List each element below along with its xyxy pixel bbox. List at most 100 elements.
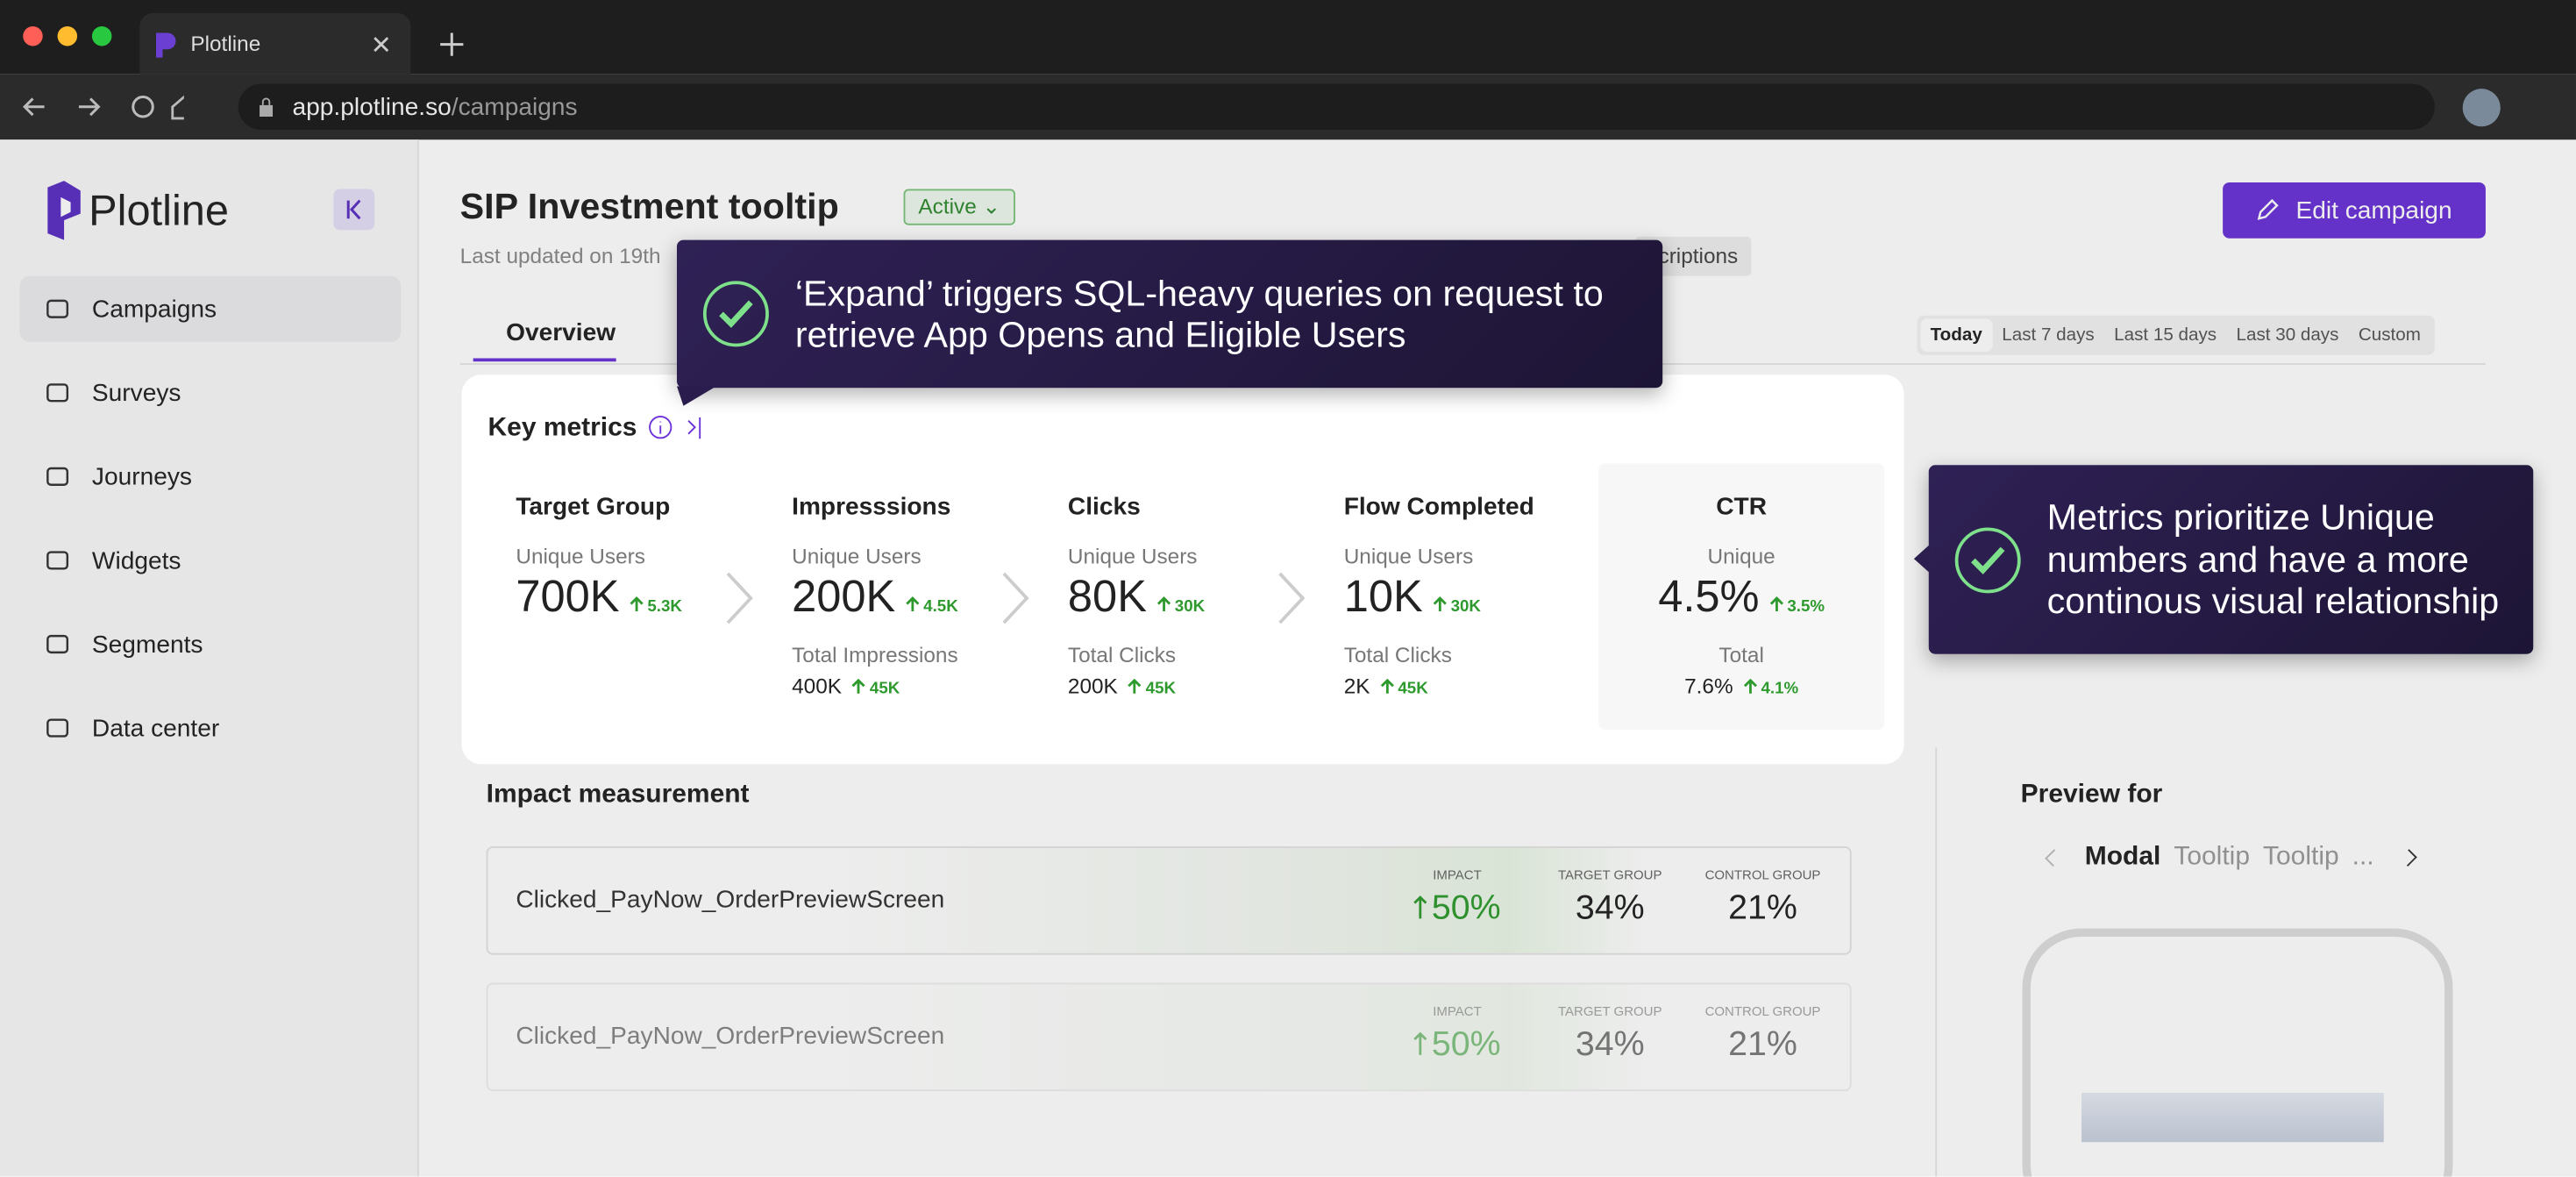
impact-number: 21% bbox=[1728, 888, 1797, 927]
metric: Target Group Unique Users 700K 5.3K bbox=[516, 493, 762, 623]
url-bar[interactable]: app.plotline.so/campaigns bbox=[238, 83, 2435, 131]
nav-item[interactable]: Campaigns bbox=[19, 275, 402, 342]
date-option[interactable]: Last 7 days bbox=[2002, 325, 2095, 346]
status-badge[interactable]: Active ⌄ bbox=[903, 189, 1015, 225]
metric-secondary: 400K 45K bbox=[792, 672, 1038, 702]
up-arrow bbox=[1769, 596, 1783, 612]
metric-primary: 4.5% 3.5% bbox=[1598, 572, 1884, 623]
metric: Clicks Unique Users 80K 30K Total Clicks 200K… bbox=[1068, 493, 1314, 702]
preview-tab[interactable]: Modal bbox=[2084, 843, 2161, 872]
pointer bbox=[676, 386, 716, 406]
nav-item[interactable]: Surveys bbox=[19, 360, 401, 425]
min-dot[interactable] bbox=[57, 25, 78, 46]
date-option[interactable]: Today bbox=[1920, 318, 1993, 352]
up-arrow bbox=[1414, 895, 1428, 919]
metric-icons[interactable] bbox=[647, 414, 703, 444]
delta-value: 45K bbox=[1145, 680, 1177, 699]
metric-value: 2K bbox=[1343, 674, 1370, 699]
metric-delta: 4.5K bbox=[906, 596, 958, 617]
date-option[interactable]: Last 15 days bbox=[2114, 325, 2217, 346]
nav-label: Segments bbox=[91, 630, 203, 659]
metric-value: 7.6% bbox=[1684, 674, 1733, 699]
brand: Plotline bbox=[89, 185, 229, 235]
phone-frame bbox=[2022, 928, 2453, 1177]
tab[interactable]: Plotline bbox=[139, 12, 411, 75]
metric-secondary: 2K 45K bbox=[1344, 672, 1590, 702]
metric-primary: 10K 30K bbox=[1344, 572, 1590, 623]
metric-primary: 700K 5.3K bbox=[516, 572, 762, 623]
impact-col: IMPACT 50% bbox=[1391, 1004, 1523, 1065]
impact-value: 50% bbox=[1391, 889, 1523, 929]
metric-value: 80K bbox=[1067, 572, 1147, 622]
metric-value: 4.5% bbox=[1658, 572, 1760, 622]
metric-name: Clicks bbox=[1067, 493, 1141, 521]
sidebar: Plotline Campaigns Surveys Journeys Widgets… bbox=[0, 139, 419, 1177]
metric-primary: 80K 30K bbox=[1068, 572, 1314, 623]
impact-row: Clicked_PayNow_OrderPreviewScreen IMPACT 5… bbox=[486, 845, 1852, 955]
check-icon bbox=[1954, 526, 2021, 593]
delta-value: 4.5K bbox=[923, 598, 958, 617]
impact-number: 34% bbox=[1575, 1025, 1645, 1064]
metric-label: Unique Users bbox=[516, 544, 645, 569]
up-arrow bbox=[852, 678, 866, 694]
nav-buttons[interactable] bbox=[19, 94, 184, 120]
close-dot[interactable] bbox=[23, 25, 43, 46]
preview-tab[interactable]: Tooltip bbox=[2174, 843, 2251, 872]
key-metrics-title: Key metrics bbox=[487, 414, 637, 443]
nav-label: Widgets bbox=[91, 546, 181, 574]
nav-item[interactable]: Segments bbox=[19, 611, 401, 677]
metric-secondary: 200K 45K bbox=[1068, 672, 1314, 702]
metric: Impresssions Unique Users 200K 4.5K Total Im… bbox=[792, 493, 1038, 702]
metric-label: Unique Users bbox=[1067, 544, 1198, 569]
nav-item[interactable]: Journeys bbox=[19, 444, 401, 510]
max-dot[interactable] bbox=[91, 25, 112, 46]
date-range: Today Last 7 days Last 15 days Last 30 days… bbox=[1917, 315, 2434, 355]
impact-col: CONTROL GROUP 21% bbox=[1697, 1004, 1829, 1065]
url-host: app.plotline.so bbox=[292, 93, 452, 122]
date-option[interactable]: Last 30 days bbox=[2236, 325, 2339, 346]
callout-metrics: Metrics prioritize Unique numbers and ha… bbox=[1913, 465, 2534, 654]
metric-name: CTR bbox=[1716, 493, 1768, 521]
impact-col-header: IMPACT bbox=[1433, 1003, 1482, 1019]
new-tab[interactable] bbox=[438, 32, 465, 58]
nav-label: Data center bbox=[91, 714, 220, 742]
url: app.plotline.so/campaigns bbox=[293, 94, 578, 122]
nav-item[interactable]: Data center bbox=[19, 696, 401, 761]
delta-value: 30K bbox=[1450, 598, 1481, 617]
impact-col-header: TARGET GROUP bbox=[1557, 1003, 1662, 1019]
metric-value: 200K bbox=[792, 572, 896, 622]
edit-button[interactable]: Edit campaign bbox=[2223, 182, 2486, 239]
preview-tab[interactable]: Tooltip bbox=[2262, 843, 2339, 872]
tab-close[interactable] bbox=[373, 36, 389, 53]
impact-col-header: TARGET GROUP bbox=[1557, 867, 1662, 883]
impact-col-header: CONTROL GROUP bbox=[1704, 1003, 1821, 1019]
preview-tab[interactable]: ... bbox=[2352, 843, 2374, 872]
impact-row: Clicked_PayNow_OrderPreviewScreen IMPACT 5… bbox=[486, 982, 1852, 1092]
metric-name: Flow Completed bbox=[1343, 493, 1534, 521]
nav-label: Surveys bbox=[91, 378, 181, 407]
impact-value: 50% bbox=[1391, 1025, 1523, 1065]
avatar[interactable] bbox=[2462, 89, 2501, 127]
impact-number: 50% bbox=[1431, 1025, 1501, 1064]
preview-title: Preview for bbox=[2020, 781, 2163, 809]
event-name: Clicked_PayNow_OrderPreviewScreen bbox=[516, 885, 945, 914]
impact-value: 34% bbox=[1544, 1025, 1676, 1065]
nav-item[interactable]: Widgets bbox=[19, 527, 401, 593]
impact-number: 50% bbox=[1431, 888, 1501, 927]
metric-delta: 45K bbox=[1128, 678, 1177, 699]
metric-delta: 45K bbox=[1380, 678, 1428, 698]
tab-overview[interactable]: Overview bbox=[473, 319, 616, 362]
address-row: app.plotline.so/campaigns bbox=[0, 74, 2576, 140]
date-option[interactable]: Custom bbox=[2358, 325, 2421, 346]
callout-expand: ‘Expand’ triggers SQL-heavy queries on r… bbox=[676, 239, 1663, 406]
collapse-btn[interactable] bbox=[333, 189, 375, 231]
up-arrow bbox=[630, 596, 644, 612]
nav-label: Campaigns bbox=[91, 295, 217, 324]
metric-delta: 3.5% bbox=[1769, 596, 1825, 617]
up-arrow bbox=[1743, 678, 1757, 694]
impact-col-header: CONTROL GROUP bbox=[1704, 867, 1821, 883]
metric: Flow Completed Unique Users 10K 30K Total Cl… bbox=[1344, 493, 1590, 702]
metric-delta: 30K bbox=[1156, 596, 1205, 617]
tab-title: Plotline bbox=[190, 31, 261, 56]
delta-value: 5.3K bbox=[647, 598, 682, 617]
